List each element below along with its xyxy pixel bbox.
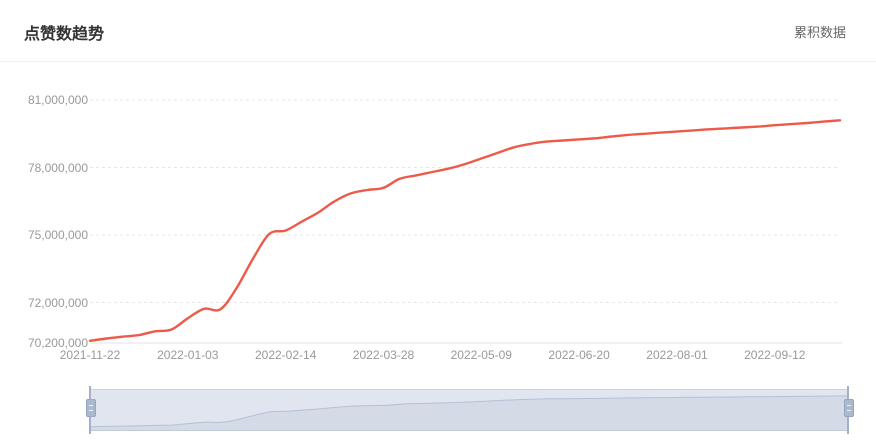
- handle-grip-icon: [86, 399, 96, 417]
- trend-chart[interactable]: [0, 0, 876, 384]
- x-tick-label: 2022-09-12: [744, 348, 806, 362]
- page-title: 点赞数趋势: [24, 26, 105, 43]
- y-tick-label: 78,000,000: [27, 160, 88, 175]
- x-tick-label: 2022-03-28: [352, 348, 415, 362]
- x-tick-label: 2021-11-22: [59, 348, 121, 362]
- y-tick-label: 72,000,000: [27, 295, 88, 310]
- y-tick-label: 70,200,000: [27, 336, 88, 350]
- x-tick-label: 2022-02-14: [254, 348, 317, 362]
- datazoom-shadow-area: [90, 395, 848, 431]
- y-tick-label: 81,000,000: [27, 93, 88, 107]
- x-tick-label: 2022-06-20: [548, 348, 610, 362]
- gridlines: [90, 99, 842, 344]
- datazoom-slider[interactable]: [86, 386, 854, 434]
- x-tick-label: 2022-08-01: [646, 348, 708, 362]
- y-tick-label: 75,000,000: [27, 228, 88, 242]
- datazoom-left-handle[interactable]: [86, 386, 96, 434]
- datazoom-right-handle[interactable]: [844, 386, 854, 434]
- datazoom-shadow-line: [90, 395, 848, 428]
- x-tick-label: 2022-01-03: [157, 348, 219, 362]
- datazoom-shadow-chart: [90, 395, 848, 431]
- handle-grip-icon: [844, 399, 854, 417]
- x-tick-label: 2022-05-09: [450, 348, 512, 362]
- trend-line-path: [88, 119, 842, 342]
- card-header: 点赞数趋势 累积数据: [0, 0, 876, 62]
- series-mode-label: 累积数据: [793, 25, 846, 40]
